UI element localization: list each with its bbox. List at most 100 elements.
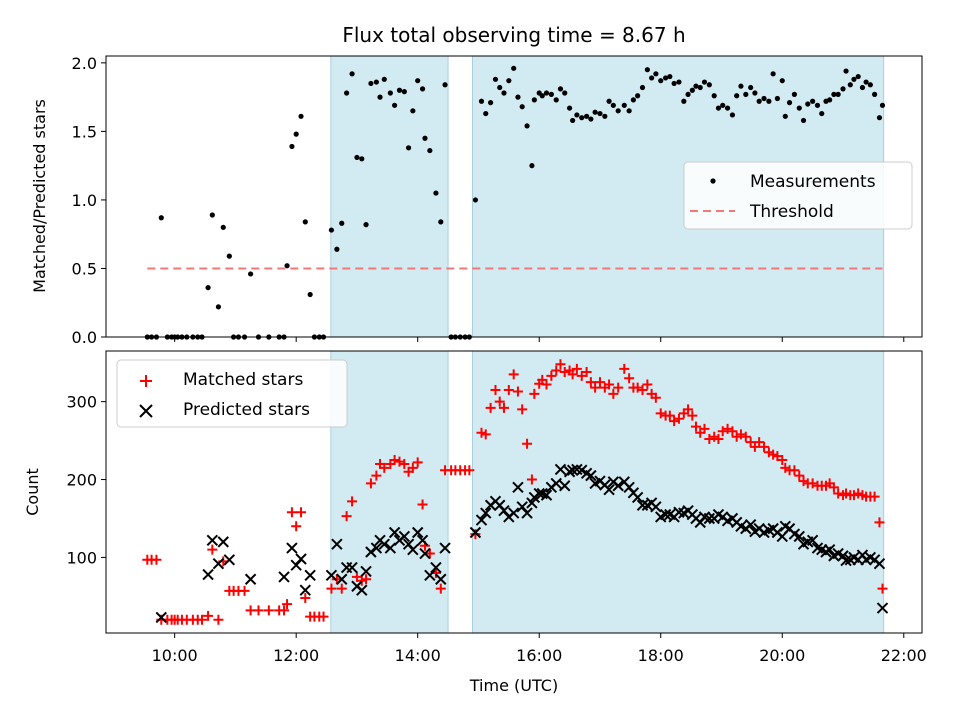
measurement-point: [626, 108, 632, 114]
matched-point: [619, 363, 630, 374]
measurement-point: [615, 108, 621, 114]
measurement-point: [588, 116, 594, 122]
measurement-point: [478, 98, 485, 104]
matched-point: [877, 583, 888, 594]
matched-point: [637, 384, 648, 395]
measurement-point: [748, 84, 754, 91]
predicted-point: [521, 507, 533, 519]
measurement-point: [483, 110, 489, 117]
predicted-point: [202, 568, 214, 581]
measurement-point: [307, 291, 313, 298]
top-y-axis-label: Matched/Predicted stars: [30, 99, 49, 293]
matched-point: [318, 611, 329, 622]
predicted-point: [469, 526, 482, 539]
measurement-point: [610, 102, 616, 108]
predicted-point: [840, 554, 852, 567]
matched-point: [498, 402, 509, 413]
matched-point: [828, 482, 839, 493]
predicted-point: [806, 534, 819, 547]
y-tick-label: 300: [66, 393, 97, 412]
measurement-point: [328, 227, 335, 233]
predicted-point: [566, 464, 579, 476]
matched-point: [435, 583, 446, 594]
matched-point: [571, 363, 582, 374]
measurement-point: [354, 154, 360, 161]
measurement-point: [814, 102, 821, 108]
top-x-ticks: [174, 337, 905, 342]
y-tick-label: 200: [66, 471, 97, 490]
measurement-point: [401, 89, 407, 95]
matched-point: [581, 367, 592, 378]
chart-title: Flux total observing time = 8.67 h: [342, 23, 685, 47]
measurement-point: [334, 246, 340, 252]
matched-point: [300, 592, 311, 603]
predicted-point: [286, 542, 298, 554]
matched-point: [417, 499, 428, 510]
measurement-point: [519, 104, 525, 110]
top-axes-frame: [105, 55, 923, 338]
matched-point: [347, 496, 358, 507]
shaded-interval: [330, 350, 449, 634]
predicted-point: [873, 557, 886, 570]
x-tick-label: 12:00: [273, 646, 319, 665]
predicted-point: [378, 538, 390, 550]
x-tick-label: 20:00: [759, 646, 805, 665]
predicted-point: [155, 611, 167, 624]
bottom-legend: Matched stars Predicted stars: [116, 359, 348, 428]
measurement-point: [782, 113, 788, 119]
measurement-point: [693, 83, 699, 89]
predicted-point: [540, 489, 553, 501]
measurement-point: [597, 110, 603, 117]
measurement-point: [543, 90, 550, 96]
measurement-point: [738, 83, 744, 89]
matched-point: [291, 521, 302, 532]
measurement-point: [770, 71, 776, 77]
measurement-point: [363, 222, 369, 228]
predicted-point: [384, 542, 397, 554]
measurement-point: [756, 98, 762, 104]
matched-point: [594, 377, 605, 388]
y-tick-label: 0.0: [72, 328, 97, 347]
predicted-point: [554, 463, 567, 476]
predicted-point: [480, 507, 492, 519]
measurement-point: [791, 91, 798, 97]
matched-point: [874, 517, 885, 528]
measurement-point: [847, 82, 853, 88]
measurement-point: [649, 75, 655, 81]
matched-point: [522, 438, 533, 449]
measurement-point: [592, 109, 598, 115]
measurement-point: [761, 95, 767, 102]
legend-marker-predicted: [139, 404, 153, 418]
matched-point: [464, 465, 475, 476]
predicted-point: [603, 483, 615, 496]
measurement-point: [729, 112, 736, 118]
matched-point: [490, 384, 501, 395]
predicted-point: [419, 547, 431, 560]
matched-point: [296, 507, 307, 518]
predicted-point: [650, 501, 662, 513]
predicted-point: [278, 571, 290, 583]
predicted-point: [206, 534, 219, 547]
y-tick-label: 2.0: [72, 54, 97, 73]
measurement-point: [511, 65, 517, 71]
matched-point: [480, 429, 491, 440]
predicted-point: [360, 565, 372, 578]
measurement-point: [415, 78, 421, 84]
matched-point: [546, 370, 557, 381]
matched-point: [759, 441, 770, 452]
matched-point: [508, 369, 519, 380]
measurement-point: [501, 90, 507, 96]
measurement-point: [805, 101, 811, 107]
measurement-point: [387, 90, 393, 96]
predicted-point: [823, 543, 836, 556]
top-legend-box: [683, 161, 913, 230]
measurement-point: [359, 156, 365, 162]
matched-point: [151, 554, 162, 565]
predicted-point: [398, 530, 411, 543]
measurement-point: [621, 102, 627, 108]
measurement-point: [433, 190, 439, 196]
matched-point: [567, 369, 578, 380]
count-panel: 100 200 300 10:00 12:00 14:00 16:00 18:00 20:00…: [23, 350, 927, 695]
measurement-point: [701, 79, 708, 85]
measurement-point: [539, 93, 545, 99]
